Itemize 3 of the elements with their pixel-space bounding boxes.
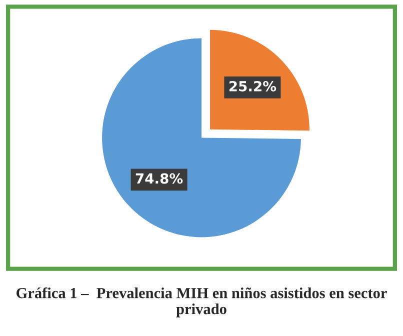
data-label: 74.8% (136, 173, 183, 184)
text: Gráfica 1 – Prevalencia MIH en niños asistidos en sector privado (16, 287, 387, 318)
data-label: 25.2% (229, 80, 276, 92)
